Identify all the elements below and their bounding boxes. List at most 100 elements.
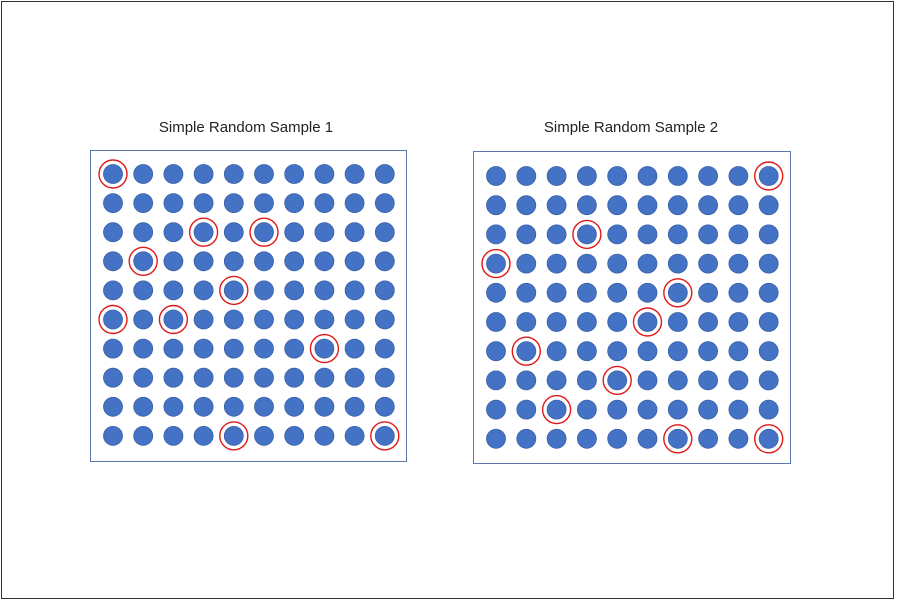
population-dot [728, 166, 749, 186]
population-dot [758, 312, 779, 332]
population-dot [577, 399, 597, 420]
population-dot [314, 396, 335, 417]
population-dot [314, 193, 335, 213]
population-dot [758, 224, 779, 245]
population-dot [698, 224, 719, 245]
population-dot [758, 370, 779, 391]
population-dot [103, 425, 123, 446]
population-dot [254, 309, 274, 330]
population-dot [758, 282, 779, 303]
population-dot [344, 367, 365, 388]
population-dot [607, 312, 628, 332]
population-dot [374, 396, 395, 417]
population-dot [486, 312, 506, 332]
population-dot [486, 166, 506, 186]
population-dot [546, 370, 567, 391]
population-dot [516, 282, 537, 303]
population-dot [667, 224, 688, 245]
population-dot [254, 425, 274, 446]
population-dot [223, 280, 244, 301]
population-dot [516, 399, 537, 420]
population-dot [698, 370, 719, 391]
population-dot [163, 338, 184, 359]
population-dot [163, 280, 184, 301]
population-dot [133, 309, 154, 330]
population-dot [698, 166, 719, 186]
population-dot [607, 370, 628, 391]
population-dot [486, 399, 506, 420]
population-dot [486, 428, 506, 449]
population-dot [667, 312, 688, 332]
population-dot [667, 428, 688, 449]
population-dot [254, 338, 274, 359]
population-dot [577, 370, 597, 391]
population-dot [758, 428, 779, 449]
population-dot [546, 195, 567, 216]
population-dot [516, 370, 537, 391]
population-dot [163, 309, 184, 330]
population-dot [637, 195, 658, 216]
population-dot [103, 222, 123, 243]
population-dot [344, 280, 365, 301]
population-dot [546, 341, 567, 362]
population-dot [133, 425, 154, 446]
population-dot [577, 195, 597, 216]
population-dot [758, 253, 779, 274]
selected-sample-ring [98, 159, 128, 189]
selected-sample-ring [602, 365, 632, 396]
population-dot [103, 280, 123, 301]
population-dot [637, 282, 658, 303]
population-dot [193, 425, 214, 446]
selected-sample-ring [370, 421, 400, 451]
population-dot [728, 224, 749, 245]
population-dot [314, 309, 335, 330]
population-dot [637, 399, 658, 420]
selected-sample-ring [511, 336, 541, 366]
population-dot [577, 282, 597, 303]
population-dot [577, 166, 597, 186]
population-dot [374, 193, 395, 213]
population-dot [133, 193, 154, 213]
population-dot [698, 428, 719, 449]
population-dot [284, 280, 305, 301]
population-dot [374, 425, 395, 446]
population-dot [314, 164, 335, 184]
selected-sample-ring [249, 217, 279, 247]
population-dot [728, 195, 749, 216]
population-dot [103, 193, 123, 213]
population-dot [637, 253, 658, 274]
population-dot [516, 428, 537, 449]
population-dot [163, 193, 184, 213]
population-dot [314, 338, 335, 359]
population-dot [163, 367, 184, 388]
population-dot [163, 251, 184, 272]
population-dot [486, 282, 506, 303]
selected-sample-ring [219, 275, 249, 306]
population-dot [546, 166, 567, 186]
population-dot [667, 195, 688, 216]
population-dot [486, 253, 506, 274]
selected-sample-ring [541, 394, 572, 425]
population-dot [758, 399, 779, 420]
population-dot [103, 164, 123, 184]
population-dot [284, 193, 305, 213]
selected-sample-ring [572, 219, 602, 250]
panel-1-grid [90, 150, 407, 462]
population-dot [637, 370, 658, 391]
population-dot [607, 282, 628, 303]
population-dot [133, 396, 154, 417]
population-dot [254, 280, 274, 301]
population-dot [667, 341, 688, 362]
population-dot [254, 164, 274, 184]
selected-sample-ring [158, 304, 189, 335]
population-dot [284, 309, 305, 330]
population-dot [546, 224, 567, 245]
population-dot [314, 222, 335, 243]
population-dot [546, 312, 567, 332]
population-dot [193, 193, 214, 213]
population-dot [223, 367, 244, 388]
population-dot [374, 309, 395, 330]
population-dot [728, 399, 749, 420]
population-dot [698, 399, 719, 420]
